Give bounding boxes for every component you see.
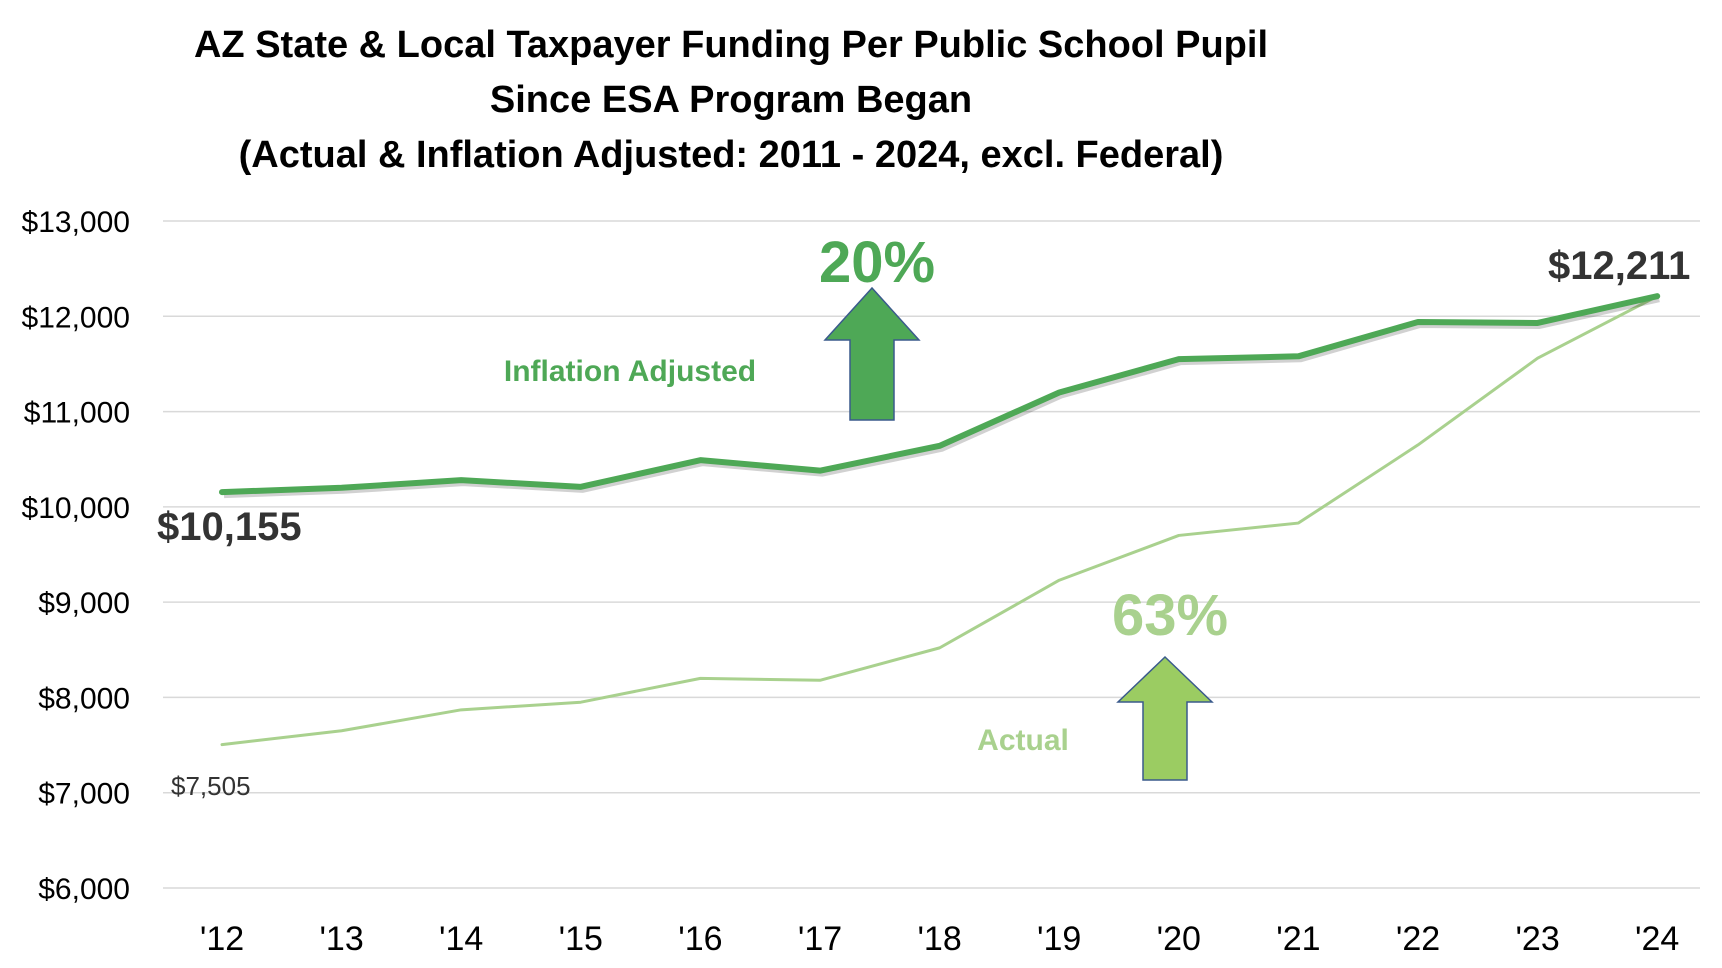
pct-adjusted-label: 20% <box>819 230 935 295</box>
x-tick-label: '24 <box>1635 920 1679 958</box>
x-tick-label: '18 <box>917 920 961 958</box>
series-label-adjusted: Inflation Adjusted <box>504 355 756 388</box>
series-lines <box>219 293 1661 747</box>
chart-title-line-1: AZ State & Local Taxpayer Funding Per Pu… <box>193 24 1269 66</box>
x-tick-label: '12 <box>200 920 244 958</box>
start-value-adjusted-label: $10,155 <box>157 505 302 549</box>
series-line-actual <box>220 294 1659 747</box>
annotations: 20% 63% Inflation Adjusted Actual $10,15… <box>157 230 1690 801</box>
y-tick-label: $8,000 <box>38 682 130 715</box>
series-line-adjusted <box>219 293 1661 496</box>
y-tick-label: $7,000 <box>38 778 130 811</box>
x-tick-label: '14 <box>439 920 483 958</box>
chart-title-line-3: (Actual & Inflation Adjusted: 2011 - 202… <box>238 134 1224 176</box>
y-tick-label: $12,000 <box>22 301 130 334</box>
x-tick-label: '19 <box>1037 920 1081 958</box>
x-tick-label: '20 <box>1157 920 1201 958</box>
y-tick-label: $9,000 <box>38 587 130 620</box>
y-tick-label: $10,000 <box>22 492 130 525</box>
x-tick-label: '21 <box>1276 920 1320 958</box>
chart-title: AZ State & Local Taxpayer Funding Per Pu… <box>0 18 1592 183</box>
x-tick-label: '16 <box>678 920 722 958</box>
grid-lines <box>163 220 1700 889</box>
y-tick-label: $13,000 <box>22 206 130 239</box>
y-tick-label: $6,000 <box>38 873 130 906</box>
x-tick-label: '22 <box>1396 920 1440 958</box>
y-axis-tick-labels: $6,000 $7,000 $8,000 $9,000 $10,000 $11,000 $1… <box>22 206 130 906</box>
y-tick-label: $11,000 <box>24 397 130 430</box>
x-tick-label: '23 <box>1515 920 1559 958</box>
x-axis-tick-labels: '12 '13 '14 '15 '16 '17 '18 '19 '20 '21 '22 '23 '24 <box>200 920 1680 958</box>
start-value-actual-label: $7,505 <box>171 771 251 801</box>
end-value-label: $12,211 <box>1548 244 1690 288</box>
pct-actual-label: 63% <box>1112 583 1228 648</box>
up-arrow-actual-icon <box>1116 655 1214 781</box>
series-label-actual: Actual <box>977 724 1069 757</box>
x-tick-label: '17 <box>798 920 842 958</box>
x-tick-label: '13 <box>319 920 363 958</box>
chart-title-line-2: Since ESA Program Began <box>489 79 973 121</box>
up-arrow-adjusted-icon <box>823 286 921 421</box>
x-tick-label: '15 <box>559 920 603 958</box>
series-line-adjusted-shadow <box>223 296 1660 499</box>
